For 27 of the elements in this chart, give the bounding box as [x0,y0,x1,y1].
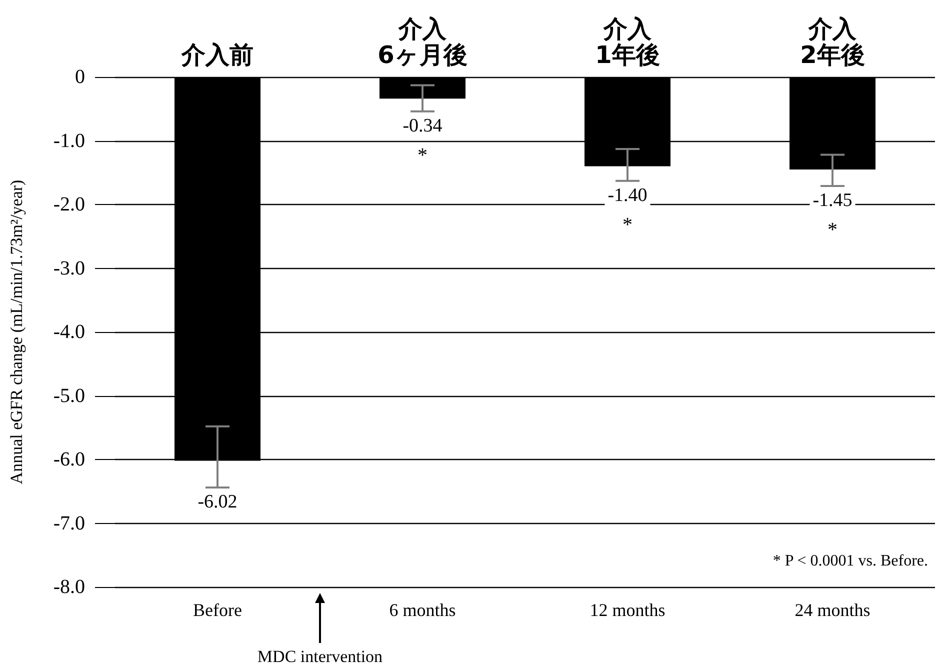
text: 介入 1年後 [595,15,660,69]
annotation: * [828,219,838,242]
annotation: * P < 0.0001 vs. Before. [772,552,928,570]
y-tick-label: -5.0 [53,384,85,407]
text: 介入 6ヶ月後 [378,15,468,69]
y-axis-title: Annual eGFR change (mL/min/1.73m²/year) [7,180,26,484]
data-label: -0.34 [402,115,443,136]
annotation: * [622,214,632,236]
text: 介入前 [180,41,254,69]
y-tick-label: -4.0 [53,321,85,343]
x-tick-label: 6 months [389,600,456,620]
x-tick-label: Before [193,600,242,620]
x-tick-label: 12 months [590,600,666,620]
text: 介入 2年後 [800,15,865,69]
y-tick-label: -3.0 [53,257,85,280]
data-label: -1.45 [812,190,852,212]
x-tick-label: 24 months [794,600,870,620]
data-label: -6.02 [198,492,238,513]
y-tick-label: -6.0 [53,448,85,470]
y-tick-label: -2.0 [53,194,85,216]
data-label: -1.40 [608,184,648,206]
y-tick-label: -8.0 [53,576,85,598]
annotation: * [418,144,428,166]
y-tick-label: -1.0 [53,130,85,152]
y-tick-label: 0 [75,66,85,88]
text: MDC intervention [257,647,383,667]
y-tick-label: -7.0 [53,512,85,534]
